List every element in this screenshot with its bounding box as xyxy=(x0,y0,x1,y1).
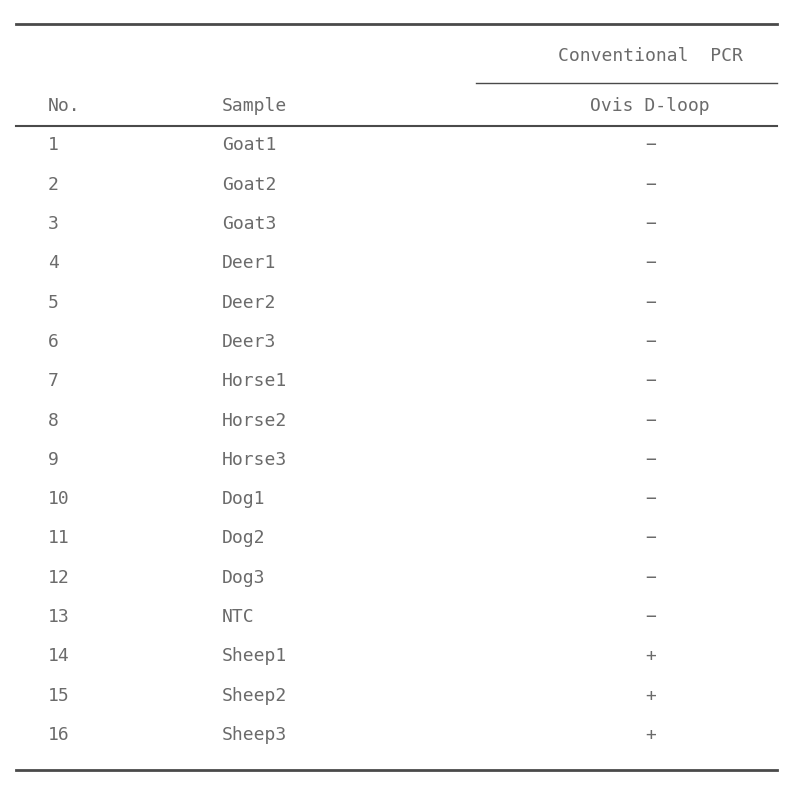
Text: 11: 11 xyxy=(48,530,69,547)
Text: Ovis D-loop: Ovis D-loop xyxy=(591,97,710,116)
Text: −: − xyxy=(645,569,656,586)
Text: 10: 10 xyxy=(48,490,69,508)
Text: +: + xyxy=(645,726,656,744)
Text: −: − xyxy=(645,176,656,193)
Text: 1: 1 xyxy=(48,137,59,154)
Text: Dog1: Dog1 xyxy=(222,490,266,508)
Text: 2: 2 xyxy=(48,176,59,193)
Text: −: − xyxy=(645,490,656,508)
Text: +: + xyxy=(645,648,656,665)
Text: Goat1: Goat1 xyxy=(222,137,277,154)
Text: Conventional  PCR: Conventional PCR xyxy=(557,47,743,65)
Text: 16: 16 xyxy=(48,726,69,744)
Text: 12: 12 xyxy=(48,569,69,586)
Text: 6: 6 xyxy=(48,333,59,351)
Text: Dog2: Dog2 xyxy=(222,530,266,547)
Text: 4: 4 xyxy=(48,255,59,272)
Text: Horse3: Horse3 xyxy=(222,451,287,468)
Text: 15: 15 xyxy=(48,687,69,704)
Text: 7: 7 xyxy=(48,373,59,390)
Text: −: − xyxy=(645,451,656,468)
Text: 13: 13 xyxy=(48,608,69,626)
Text: 5: 5 xyxy=(48,294,59,311)
Text: Deer1: Deer1 xyxy=(222,255,277,272)
Text: No.: No. xyxy=(48,97,80,116)
Text: −: − xyxy=(645,608,656,626)
Text: −: − xyxy=(645,137,656,154)
Text: Deer3: Deer3 xyxy=(222,333,277,351)
Text: 9: 9 xyxy=(48,451,59,468)
Text: −: − xyxy=(645,333,656,351)
Text: Deer2: Deer2 xyxy=(222,294,277,311)
Text: −: − xyxy=(645,255,656,272)
Text: Sheep2: Sheep2 xyxy=(222,687,287,704)
Text: Goat3: Goat3 xyxy=(222,215,277,233)
Text: 3: 3 xyxy=(48,215,59,233)
Text: −: − xyxy=(645,530,656,547)
Text: −: − xyxy=(645,294,656,311)
Text: Goat2: Goat2 xyxy=(222,176,277,193)
Text: +: + xyxy=(645,687,656,704)
Text: −: − xyxy=(645,215,656,233)
Text: −: − xyxy=(645,412,656,429)
Text: 14: 14 xyxy=(48,648,69,665)
Text: Sheep1: Sheep1 xyxy=(222,648,287,665)
Text: Horse1: Horse1 xyxy=(222,373,287,390)
Text: −: − xyxy=(645,373,656,390)
Text: NTC: NTC xyxy=(222,608,255,626)
Text: Sample: Sample xyxy=(222,97,287,116)
Text: Sheep3: Sheep3 xyxy=(222,726,287,744)
Text: 8: 8 xyxy=(48,412,59,429)
Text: Dog3: Dog3 xyxy=(222,569,266,586)
Text: Horse2: Horse2 xyxy=(222,412,287,429)
